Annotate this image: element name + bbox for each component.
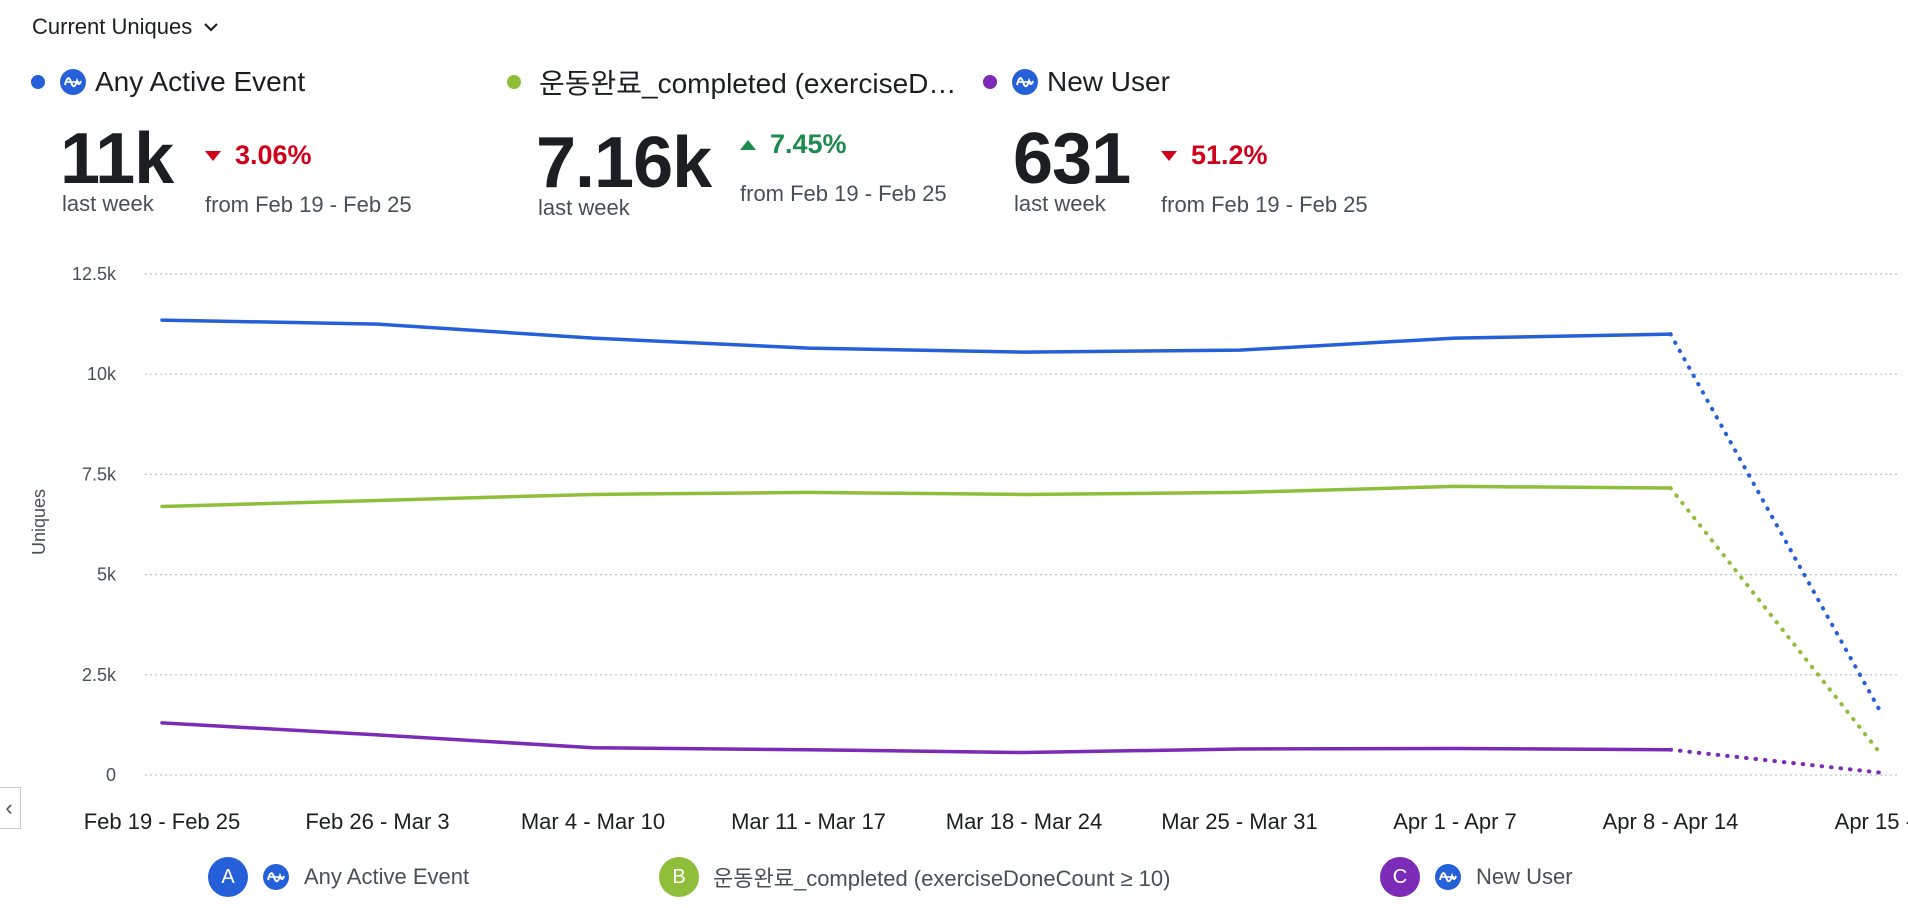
data-point[interactable] bbox=[1446, 329, 1464, 347]
data-point[interactable] bbox=[1446, 740, 1464, 758]
legend-item-c[interactable]: C New User bbox=[1380, 857, 1573, 897]
kpi-a-from: from Feb 19 - Feb 25 bbox=[205, 192, 412, 217]
series-line-incomplete bbox=[1668, 747, 1882, 775]
y-tick-label: 10k bbox=[87, 364, 117, 384]
y-tick-label: 5k bbox=[97, 565, 117, 585]
kpi-a-value: 11k bbox=[60, 119, 174, 199]
data-point[interactable] bbox=[1662, 325, 1680, 343]
data-point[interactable] bbox=[1871, 702, 1889, 720]
metric-dropdown[interactable]: Current Uniques bbox=[32, 14, 220, 40]
data-point[interactable] bbox=[800, 483, 818, 501]
data-point[interactable] bbox=[1231, 341, 1249, 359]
y-tick-label: 2.5k bbox=[82, 665, 117, 685]
active-event-icon bbox=[263, 864, 289, 890]
data-point[interactable] bbox=[153, 497, 171, 515]
legend-badge-a: A bbox=[208, 857, 248, 897]
chevron-down-icon bbox=[204, 23, 218, 32]
data-point[interactable] bbox=[800, 741, 818, 759]
kpi-c-change: 51.2% bbox=[1161, 140, 1268, 171]
x-tick-label: Mar 25 - Mar 31 bbox=[1161, 809, 1318, 834]
legend-item-b[interactable]: B 운동완료_completed (exerciseDoneCount ≥ 10… bbox=[659, 857, 1170, 897]
data-point[interactable] bbox=[1015, 485, 1033, 503]
data-point[interactable] bbox=[369, 315, 387, 333]
x-tick-label: Mar 4 - Mar 10 bbox=[521, 809, 665, 834]
metric-dropdown-label: Current Uniques bbox=[32, 14, 193, 39]
data-point[interactable] bbox=[1015, 343, 1033, 361]
data-point[interactable] bbox=[1446, 477, 1464, 495]
x-tick-label: Feb 26 - Mar 3 bbox=[305, 809, 449, 834]
kpi-b-title: 운동완료_completed (exerciseD… bbox=[539, 68, 957, 99]
series-c-dot bbox=[983, 75, 997, 89]
data-point[interactable] bbox=[1662, 741, 1680, 759]
series-line[interactable] bbox=[160, 721, 1673, 755]
kpi-c-value: 631 bbox=[1013, 119, 1131, 199]
kpi-b-period: last week bbox=[538, 195, 630, 220]
data-point[interactable] bbox=[369, 491, 387, 509]
x-tick-label: Mar 18 - Mar 24 bbox=[946, 809, 1103, 834]
collapse-panel-button[interactable]: ‹ bbox=[0, 787, 21, 829]
x-tick-label: Apr 1 - Apr 7 bbox=[1393, 809, 1517, 834]
data-point[interactable] bbox=[1871, 764, 1889, 782]
data-point[interactable] bbox=[800, 339, 818, 357]
y-tick-label: 7.5k bbox=[82, 464, 117, 484]
kpi-b-header: 운동완료_completed (exerciseD… bbox=[507, 62, 956, 102]
x-tick-label: Apr 8 - Apr 14 bbox=[1603, 809, 1739, 834]
data-point[interactable] bbox=[584, 329, 602, 347]
kpi-a-title: Any Active Event bbox=[95, 66, 306, 97]
legend-badge-c: C bbox=[1380, 857, 1420, 897]
kpi-c-change-value: 51.2% bbox=[1191, 140, 1268, 170]
kpi-a-period: last week bbox=[62, 191, 154, 216]
series-line[interactable] bbox=[160, 484, 1673, 509]
data-point[interactable] bbox=[369, 726, 387, 744]
kpi-a-header: Any Active Event bbox=[31, 66, 305, 98]
line-chart: 0 2.5k 5k 7.5k 10k 12.5k Feb 19 - Feb 25 Feb 2… bbox=[29, 264, 1908, 834]
kpi-a-change-value: 3.06% bbox=[235, 140, 312, 170]
legend-label-b: 운동완료_completed (exerciseDoneCount ≥ 10) bbox=[713, 866, 1171, 891]
y-tick-label: 0 bbox=[106, 765, 116, 785]
kpi-c-from: from Feb 19 - Feb 25 bbox=[1161, 192, 1368, 217]
data-point[interactable] bbox=[1662, 479, 1680, 497]
series-line[interactable] bbox=[160, 318, 1673, 354]
kpi-c-title: New User bbox=[1047, 66, 1170, 97]
kpi-b-change: 7.45% bbox=[740, 129, 847, 160]
series-a-dot bbox=[31, 75, 45, 89]
kpi-b-change-value: 7.45% bbox=[770, 129, 847, 159]
data-point[interactable] bbox=[1871, 744, 1889, 762]
active-event-icon bbox=[1435, 864, 1461, 890]
kpi-a-change: 3.06% bbox=[205, 140, 312, 171]
active-event-icon bbox=[60, 69, 86, 95]
active-event-icon bbox=[1012, 69, 1038, 95]
data-point[interactable] bbox=[1015, 744, 1033, 762]
data-point[interactable] bbox=[584, 485, 602, 503]
data-point[interactable] bbox=[153, 714, 171, 732]
series-b-dot bbox=[507, 75, 521, 89]
chevron-left-icon: ‹ bbox=[5, 795, 13, 820]
kpi-b-from: from Feb 19 - Feb 25 bbox=[740, 181, 947, 206]
data-point[interactable] bbox=[153, 311, 171, 329]
kpi-c-header: New User bbox=[983, 66, 1170, 98]
series-line-incomplete bbox=[1668, 332, 1882, 713]
legend-item-a[interactable]: A Any Active Event bbox=[208, 857, 469, 897]
arrow-down-icon bbox=[1161, 150, 1177, 161]
kpi-b-value: 7.16k bbox=[536, 123, 712, 203]
x-tick-label: Mar 11 - Mar 17 bbox=[731, 809, 886, 834]
arrow-down-icon bbox=[205, 150, 221, 161]
arrow-up-icon bbox=[740, 139, 756, 150]
x-tick-label: Feb 19 - Feb 25 bbox=[84, 809, 241, 834]
y-axis-label: Uniques bbox=[29, 489, 49, 555]
y-tick-label: 12.5k bbox=[72, 264, 117, 284]
legend-label-a: Any Active Event bbox=[304, 864, 470, 889]
data-point[interactable] bbox=[584, 739, 602, 757]
x-tick-label: Apr 15 - ... bbox=[1835, 809, 1908, 834]
legend-label-c: New User bbox=[1476, 864, 1573, 889]
data-point[interactable] bbox=[1231, 740, 1249, 758]
series-line-incomplete bbox=[1668, 486, 1882, 755]
legend-badge-b: B bbox=[659, 857, 699, 897]
data-point[interactable] bbox=[1231, 483, 1249, 501]
kpi-c-period: last week bbox=[1014, 191, 1106, 216]
